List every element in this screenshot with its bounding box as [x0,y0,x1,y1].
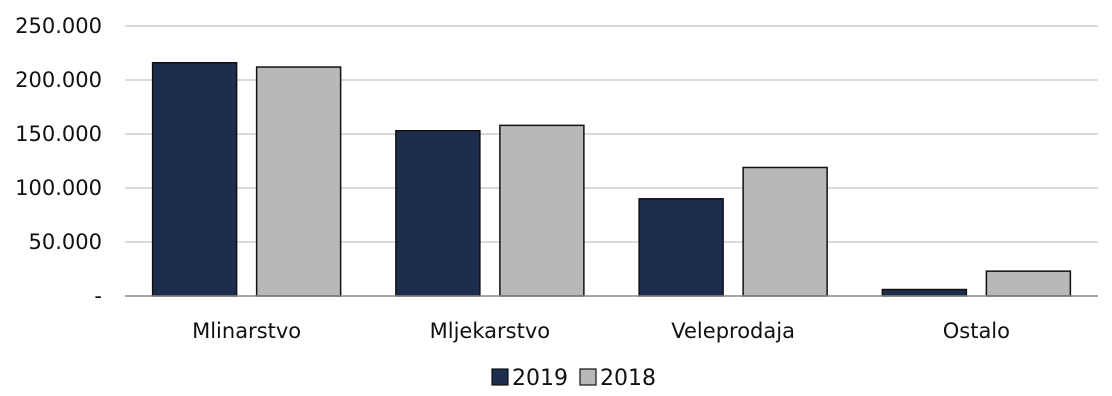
y-tick-label: 150.000 [15,122,102,146]
x-category-label: Mlinarstvo [192,319,301,343]
category-labels: Mlinarstvo Mljekarstvo Veleprodaja Ostalo [192,319,1010,343]
bar-2018-0 [255,66,342,297]
y-tick-label: 250.000 [15,14,102,38]
y-tick-label: 50.000 [29,230,102,254]
y-tick-label: 100.000 [15,176,102,200]
bar-2018-1 [499,124,585,297]
legend-label: 2019 [512,366,568,391]
y-axis-ticks: - 50.000 100.000 150.000 200.000 250.000 [15,14,102,308]
bar-2019-2 [638,198,724,297]
legend: 2019 2018 [491,366,656,391]
legend-swatch-2018 [579,368,597,386]
bar-2018-2 [742,166,828,297]
bars [151,61,1072,297]
x-category-label: Veleprodaja [671,319,795,343]
bar-2018-3 [985,270,1072,297]
y-tick-label: - [94,284,102,308]
x-category-label: Ostalo [943,319,1010,343]
bar-2019-0 [151,61,238,297]
y-tick-label: 200.000 [15,68,102,92]
legend-swatch-2019 [491,368,509,386]
bar-2019-3 [881,288,968,297]
x-category-label: Mljekarstvo [430,319,550,343]
bar-2019-1 [395,130,481,297]
legend-label: 2018 [600,366,656,391]
